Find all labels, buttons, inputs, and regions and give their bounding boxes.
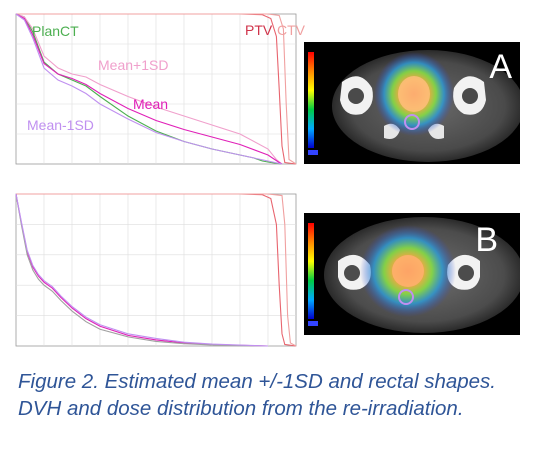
top-dvh-series-mean [15,13,283,165]
top-dvh-series-ctv [16,13,297,165]
dvh-chart-bottom-svg [15,193,297,347]
annotation-ptv: PTV [245,22,273,38]
top-dvh-series-mean-1sd [15,13,283,165]
panel-letter-top: A [489,48,512,86]
dvh-chart-top-svg [15,13,297,165]
top-dvh-series-mean-1sd [15,13,283,165]
annotation-ctv: CTV [277,22,305,38]
ct-image-top: A [304,42,520,164]
panel-letter-bottom: B [475,221,498,259]
dvh-chart-top [8,4,300,174]
ct-image-bottom: B [304,213,520,335]
annotation-mean-minus-1sd: Mean-1SD [27,117,94,133]
bottom-dvh-series-rectum-1sd [15,193,269,347]
ct-image-bottom-art [304,213,520,335]
dvh-chart-bottom [8,184,300,356]
annotation-mean-plus-1sd: Mean+1SD [98,57,169,73]
figure-caption: Figure 2. Estimated mean +/-1SD and rect… [18,370,497,420]
annotation-mean: Mean [133,96,169,112]
annotation-planct: PlanCT [32,23,79,39]
bottom-dvh-series-ctv [16,193,297,347]
bottom-dvh-series-rectum-1sd [15,193,269,347]
ct-image-top-art [304,42,520,164]
